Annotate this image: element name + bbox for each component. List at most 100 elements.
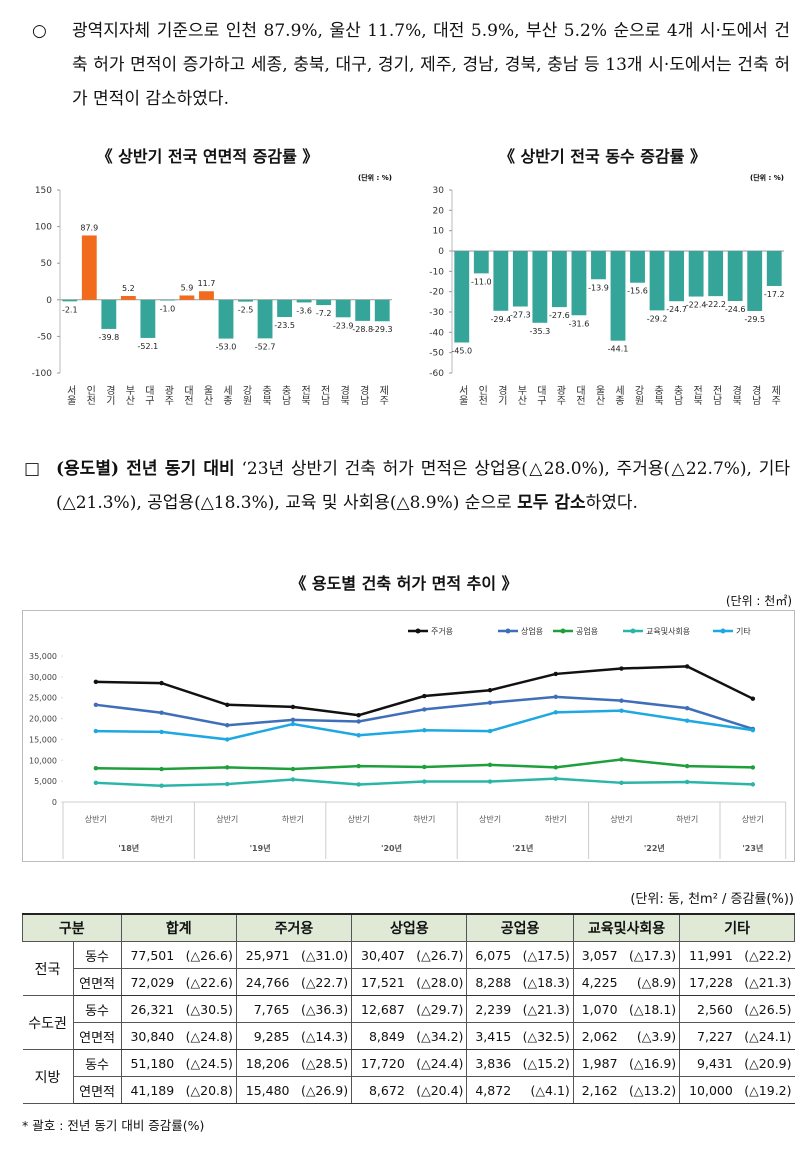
x-tick-label: 하반기 (676, 814, 698, 824)
change-cell: (△34.2) (406, 1022, 468, 1050)
value-cell: 2,239 (466, 995, 514, 1023)
data-label: 11.7 (198, 279, 216, 288)
value-cell: 26,321 (121, 995, 177, 1023)
y-tick-label: -60 (429, 369, 444, 379)
x-tick-label: 충남 (279, 385, 291, 405)
data-label: -52.1 (138, 342, 159, 351)
bar (81, 235, 97, 300)
value-cell: 3,415 (466, 1022, 514, 1050)
bar (374, 299, 390, 322)
paragraph: □ (용도별) 전년 동기 대비 ‘23년 상반기 건축 허가 면적은 상업용(… (24, 452, 790, 520)
x-tick-label: 상반기 (742, 814, 764, 824)
x-tick-label: 상반기 (610, 814, 632, 824)
data-label: -27.3 (510, 311, 531, 320)
y-tick-label: -50 (37, 332, 52, 342)
value-cell: 9,285 (236, 1022, 292, 1050)
data-label: -23.9 (333, 321, 354, 330)
value-cell: 17,228 (679, 968, 735, 996)
change-cell: (△30.5) (176, 995, 237, 1023)
point (619, 698, 624, 703)
value-cell: 10,000 (679, 1076, 735, 1104)
point (225, 702, 230, 708)
point (159, 729, 164, 735)
x-tick-label: 울산 (201, 385, 213, 405)
table-row: 지방 동수 51,180 (△24.5) 18,206 (△28.5) 17,720 (△24… (22, 1049, 795, 1104)
bar (355, 299, 371, 321)
legend-label: 상업용 (521, 626, 543, 636)
bar (454, 251, 470, 343)
x-tick-label: 세종 (221, 385, 233, 405)
bar (493, 251, 509, 311)
value-cell: 3,057 (573, 941, 620, 969)
text-segment: ‘23년 상반기 건축 허가 면적은 상업용(△28.0%), 주거용(△22.… (56, 459, 790, 513)
x-tick-label: 제주 (769, 385, 781, 406)
point (290, 721, 296, 727)
bar (296, 299, 312, 303)
bar (120, 295, 136, 300)
value-cell: 30,840 (121, 1022, 177, 1050)
change-cell: (△22.6) (176, 968, 237, 996)
point (356, 719, 361, 724)
bar (238, 299, 253, 302)
change-cell: (△24.5) (176, 1049, 237, 1077)
change-cell: (△8.9) (619, 968, 681, 996)
value-cell: 24,766 (236, 968, 292, 996)
x-tick-label: 경기 (495, 384, 507, 406)
row-group: 수도권 (22, 995, 74, 1050)
change-cell: (△29.7) (406, 995, 468, 1023)
bar (747, 251, 763, 311)
data-label: -29.3 (372, 325, 393, 334)
point (93, 679, 99, 685)
bar (140, 299, 156, 338)
data-label: -22.2 (705, 300, 726, 309)
point (290, 704, 296, 710)
point (225, 765, 230, 770)
point (684, 779, 690, 785)
point (422, 779, 427, 784)
point (93, 702, 99, 708)
text-segment: 모두 감소 (517, 493, 586, 513)
legend-marker (415, 628, 421, 634)
header-cell: 기타 (679, 913, 795, 942)
x-tick-label: 전북 (691, 385, 703, 406)
point (159, 680, 164, 686)
change-cell: (△20.4) (406, 1076, 468, 1104)
data-label: -11.0 (471, 277, 492, 286)
x-tick-label: 상반기 (479, 814, 501, 824)
point (422, 707, 427, 712)
value-cell: 17,720 (351, 1049, 407, 1077)
row-label: 동수 (73, 941, 122, 969)
change-cell: (△21.3) (513, 995, 574, 1023)
point (619, 757, 624, 762)
point (93, 780, 99, 786)
point (487, 779, 493, 784)
point (159, 710, 164, 715)
paragraph: ○ 광역지자체 기준으로 인천 87.9%, 울산 11.7%, 대전 5.9%… (32, 14, 790, 116)
value-cell: 6,075 (466, 941, 514, 969)
bar (551, 251, 567, 308)
data-label: -15.6 (627, 287, 648, 296)
point (553, 765, 558, 770)
paragraph-text: 광역지자체 기준으로 인천 87.9%, 울산 11.7%, 대전 5.9%, … (72, 21, 790, 109)
point (553, 776, 558, 781)
x-tick-label: 세종 (613, 385, 625, 405)
x-tick-label: 상반기 (348, 814, 370, 824)
row-label: 동수 (73, 1049, 122, 1077)
legend-marker (630, 628, 636, 634)
legend-marker (720, 628, 726, 634)
point (487, 700, 493, 705)
value-cell: 11,991 (679, 941, 735, 969)
data-label: 87.9 (80, 223, 98, 232)
header-cell: 합계 (120, 913, 237, 942)
point (290, 766, 296, 772)
data-label: -22.4 (686, 301, 707, 310)
point (684, 718, 690, 723)
point (684, 763, 690, 769)
x-tick-label: 부산 (515, 385, 527, 405)
value-cell: 9,431 (679, 1049, 735, 1077)
point (422, 764, 427, 770)
change-cell: (△26.6) (176, 941, 237, 969)
point (159, 783, 164, 788)
chart-title: 《 용도별 건축 허가 면적 추이 》 (290, 574, 518, 593)
